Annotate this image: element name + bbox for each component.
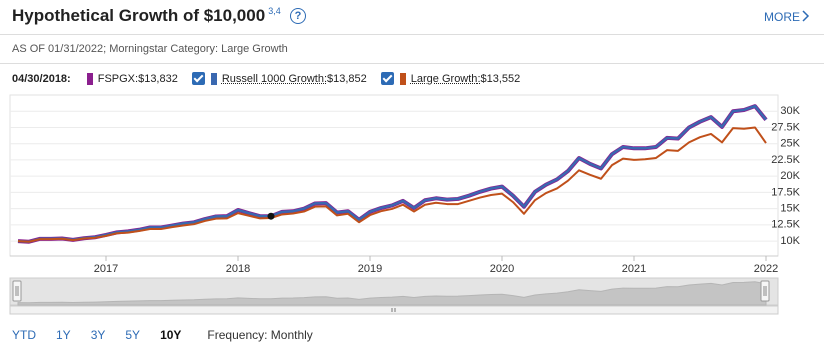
range-button[interactable]: 5Y — [125, 328, 141, 342]
navigator-area — [17, 281, 767, 306]
navigator-handle[interactable] — [760, 280, 770, 302]
y-tick-label: 27.5K — [771, 121, 800, 133]
legend-swatch — [399, 72, 406, 85]
legend-checkbox[interactable] — [380, 72, 394, 85]
x-tick-label: 2022 — [754, 263, 778, 275]
range-button[interactable]: YTD — [12, 328, 36, 342]
range-button[interactable]: 1Y — [56, 328, 71, 342]
legend-name: FSPGX — [98, 73, 138, 85]
legend-name: Large Growth — [411, 73, 481, 85]
more-link[interactable]: MORE — [764, 10, 800, 24]
frequency[interactable]: Frequency: Monthly — [207, 328, 313, 342]
y-tick-label: 22.5K — [771, 154, 800, 166]
legend-entry: Large Growth$13,552 — [380, 72, 521, 85]
legend-entry: FSPGX$13,832 — [86, 72, 178, 85]
legend-value: $13,552 — [480, 72, 521, 85]
title-text: Hypothetical Growth of $10,000 — [12, 6, 266, 25]
series-line — [17, 126, 767, 243]
scrollbar[interactable] — [9, 305, 779, 315]
title: Hypothetical Growth of $10,000 3,4 — [12, 6, 281, 26]
legend-swatch — [86, 72, 93, 85]
legend-swatch — [210, 72, 217, 85]
x-tick-label: 2017 — [94, 263, 118, 275]
series-line — [17, 104, 767, 243]
range-button[interactable]: 10Y — [160, 328, 182, 342]
x-tick-label: 2020 — [490, 263, 514, 275]
y-tick-label: 25K — [780, 138, 800, 150]
range-buttons: YTD 1Y 3Y 5Y 10Y Frequency: Monthly — [12, 328, 313, 342]
legend-value: $13,852 — [327, 72, 367, 85]
y-tick-label: 30K — [780, 105, 800, 117]
x-tick-label: 2021 — [622, 263, 646, 275]
range-button[interactable]: 3Y — [90, 328, 106, 342]
y-tick-label: 17.5K — [771, 186, 800, 198]
divider — [0, 63, 824, 64]
y-tick-label: 20K — [780, 170, 800, 182]
y-tick-label: 15K — [780, 203, 800, 215]
chevron — [802, 10, 810, 22]
navigator-handle[interactable] — [12, 280, 22, 302]
x-tick-label: 2019 — [358, 263, 382, 275]
legend-checkbox[interactable] — [191, 72, 205, 85]
y-tick-label: 10K — [780, 235, 800, 247]
x-tick-label: 2018 — [226, 263, 250, 275]
y-tick-label: 12.5K — [771, 219, 800, 231]
as-of: AS OF 01/31/2022; Morningstar Category: … — [12, 43, 288, 55]
hover-date: 04/30/2018: — [12, 72, 71, 85]
legend-value: $13,832 — [138, 72, 178, 85]
divider — [0, 34, 824, 35]
legend-entry: Russell 1000 Growth$13,852 — [191, 72, 367, 85]
legend: 04/30/2018: FSPGX$13,832 Russell 1000 Gro… — [12, 72, 534, 85]
footnote[interactable]: 3,4 — [268, 6, 281, 17]
help-icon[interactable]: ? — [290, 8, 306, 24]
legend-name: Russell 1000 Growth — [222, 73, 327, 85]
hover-marker — [267, 212, 275, 220]
